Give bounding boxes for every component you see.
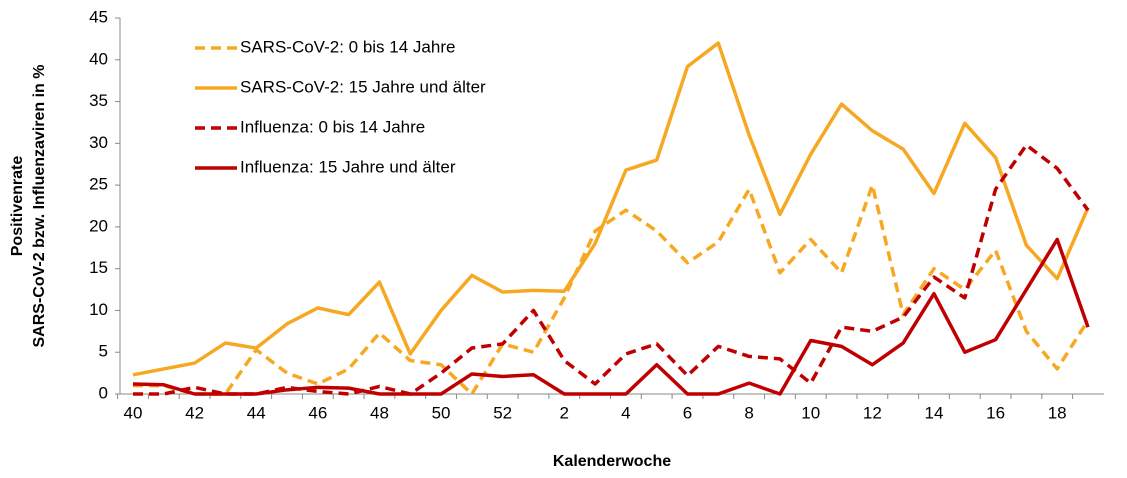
x-tick-label: 18 (1048, 403, 1067, 422)
y-tick-label: 40 (89, 49, 108, 68)
legend-label: SARS-CoV-2: 0 bis 14 Jahre (240, 37, 455, 56)
x-tick-label: 6 (683, 403, 692, 422)
y-axis-title: Positivenrate (9, 156, 26, 257)
y-tick-label: 5 (99, 342, 108, 361)
legend-label: Influenza: 0 bis 14 Jahre (240, 117, 425, 136)
y-tick-label: 20 (89, 216, 108, 235)
y-tick-label: 35 (89, 91, 108, 110)
line-series (133, 183, 1090, 396)
y-tick-label: 45 (89, 7, 108, 26)
y-tick-label: 25 (89, 175, 108, 194)
x-tick-label: 16 (986, 403, 1005, 422)
y-axis-title: SARS-CoV-2 bzw. Influenzaviren in % (31, 65, 48, 348)
x-tick-label: 42 (185, 403, 204, 422)
x-tick-label: 14 (925, 403, 944, 422)
x-tick-label: 46 (308, 403, 327, 422)
legend-label: SARS-CoV-2: 15 Jahre und älter (240, 77, 486, 96)
x-tick-label: 50 (432, 403, 451, 422)
x-tick-label: 44 (247, 403, 266, 422)
x-tick-label: 12 (863, 403, 882, 422)
line-series (132, 41, 1090, 377)
x-tick-label: 10 (801, 403, 820, 422)
y-tick-label: 10 (89, 300, 108, 319)
x-tick-label: 48 (370, 403, 389, 422)
y-tick-label: 0 (99, 383, 108, 402)
legend-label: Influenza: 15 Jahre und älter (240, 157, 456, 176)
y-tick-label: 30 (89, 133, 108, 152)
x-tick-label: 40 (124, 403, 143, 422)
x-tick-label: 2 (560, 403, 569, 422)
line-series (133, 143, 1090, 396)
x-tick-label: 4 (621, 403, 630, 422)
y-tick-label: 15 (89, 258, 108, 277)
x-tick-label: 8 (744, 403, 753, 422)
line-series (132, 237, 1090, 396)
x-tick-label: 52 (493, 403, 512, 422)
x-axis-title: Kalenderwoche (553, 453, 671, 470)
